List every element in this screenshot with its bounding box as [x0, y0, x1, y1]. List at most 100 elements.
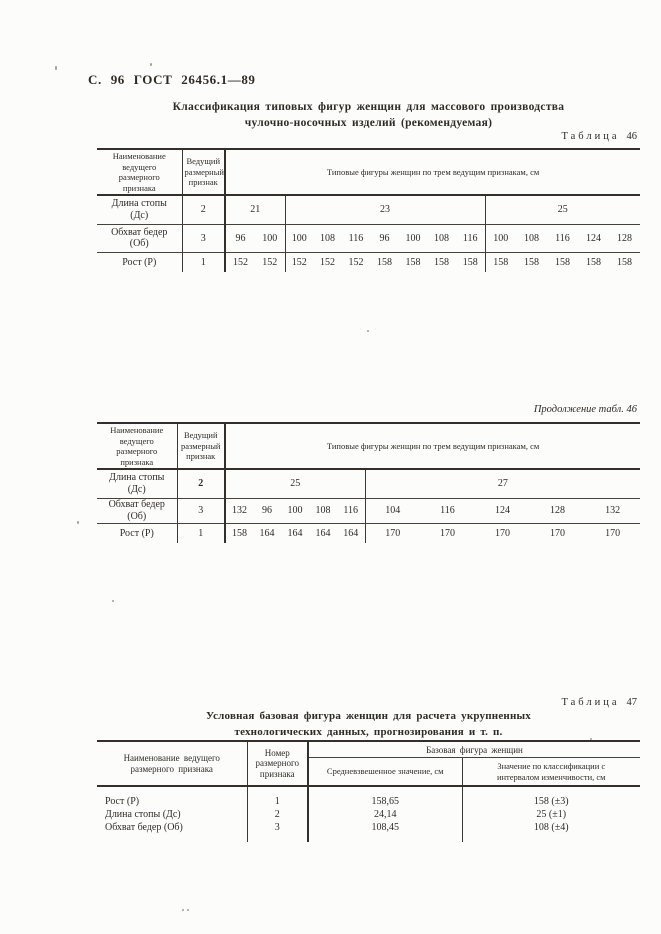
feature-number-cell: 1 [181, 252, 225, 272]
scan-speck [187, 909, 189, 911]
value-cell: 158 [586, 256, 601, 268]
column-header-classification-value: Значение по классификации с интервалом и… [461, 757, 640, 787]
value-cell: 158 [462, 256, 478, 268]
value-cell: 164 [343, 527, 359, 539]
column-header-feature: Ведущий размерный признак [176, 423, 225, 470]
value-cell: 96 [253, 498, 281, 524]
value-cell: 96 [370, 224, 399, 253]
row-label-foot-length: Длина стопы (Дс) [97, 195, 182, 225]
value-cell: 158 [524, 256, 539, 268]
value-cell: 108 (±4) [461, 821, 640, 842]
scan-speck [150, 63, 152, 66]
table-47-title-line-1: Условная базовая фигура женщин для расче… [206, 710, 531, 722]
value-cell: 108,45 [307, 821, 462, 842]
table-47: Наименование ведущего размерного признак… [97, 740, 640, 842]
table-47-title-line-2: технологических данных, прогнозирования … [234, 725, 503, 738]
feature-number-cell: 3 [181, 224, 225, 253]
value-cell: 100 [284, 224, 313, 253]
row-label-height: Рост (Р) [119, 527, 154, 539]
value-cell: 170 [495, 527, 510, 539]
value-cell: 108 [516, 224, 547, 253]
value-cell: 24,14 [307, 808, 462, 821]
row-label-hip-girth: Обхват бедер (Об) [97, 224, 182, 253]
table-46: Наименование ведущего размерного признак… [97, 148, 641, 272]
column-header-typical-figures: Типовые фигуры женщин по трем ведущим пр… [223, 423, 641, 470]
value-cell: 116 [337, 498, 365, 524]
feature-number-cell: 3 [176, 498, 225, 524]
value-cell: 96 [224, 224, 255, 253]
value-cell: 158 [405, 256, 421, 268]
scan-speck [182, 909, 184, 911]
value-cell: 158 [224, 523, 253, 543]
row-label-foot-length: Длина стопы (Дс) [105, 809, 181, 820]
table-46-label-word: Таблица [561, 131, 620, 142]
table-46-continuation: Наименование ведущего размерного признак… [97, 422, 641, 543]
value-cell: 170 [364, 523, 420, 543]
scan-speck [55, 66, 57, 70]
group-header-27: 27 [364, 469, 641, 499]
column-header-name: Наименование ведущего размерного признак… [97, 741, 247, 787]
table-47-label: Таблица 47 [337, 697, 637, 708]
row-label-hip-girth: Обхват бедер (Об) [97, 498, 177, 524]
value-cell: 158,65 [307, 786, 462, 808]
value-cell: 116 [547, 224, 578, 253]
value-cell: 152 [262, 256, 278, 268]
column-header-name: Наименование ведущего размерного признак… [97, 423, 177, 470]
table-47-label-number: 47 [626, 697, 638, 708]
column-header-base-figure: Базовая фигура женщин [307, 741, 640, 758]
group-header-25: 25 [224, 469, 365, 499]
group-header-25: 25 [484, 195, 641, 225]
value-cell: 170 [605, 527, 621, 539]
value-cell: 170 [550, 527, 565, 539]
scan-speck [112, 600, 114, 602]
value-cell: 132 [224, 498, 253, 524]
value-cell: 124 [578, 224, 609, 253]
document-title-line-1: Классификация типовых фигур женщин для м… [172, 101, 565, 113]
feature-number-cell: 2 [246, 808, 308, 821]
value-cell: 152 [348, 256, 364, 268]
value-cell: 108 [313, 224, 342, 253]
value-cell: 164 [259, 527, 275, 539]
group-header-23: 23 [284, 195, 485, 225]
table-46-label-number: 46 [626, 131, 638, 142]
value-cell: 170 [440, 527, 455, 539]
value-cell: 164 [287, 527, 303, 539]
value-cell: 104 [364, 498, 420, 524]
feature-number-cell: 3 [246, 821, 308, 842]
value-cell: 132 [585, 498, 641, 524]
value-cell: 116 [420, 498, 475, 524]
value-cell: 128 [530, 498, 585, 524]
table-47-title: Условная базовая фигура женщин для расче… [97, 709, 640, 740]
value-cell: 158 [484, 252, 516, 272]
feature-number-cell: 2 [176, 469, 225, 499]
row-label-height: Рост (Р) [105, 796, 140, 807]
value-cell: 152 [224, 252, 255, 272]
value-cell: 25 (±1) [461, 808, 640, 821]
value-cell: 100 [484, 224, 516, 253]
feature-number-cell: 1 [176, 523, 225, 543]
table-47-label-word: Таблица [561, 697, 620, 708]
page-header: С. 96 ГОСТ 26456.1—89 [88, 72, 256, 87]
scan-speck [367, 330, 369, 332]
column-header-feature: Ведущий размерный признак [181, 149, 225, 196]
value-cell: 158 (±3) [461, 786, 640, 808]
value-cell: 100 [399, 224, 427, 253]
group-header-21: 21 [224, 195, 285, 225]
value-cell: 158 [555, 256, 570, 268]
table-46-label: Таблица 46 [337, 131, 637, 142]
value-cell: 100 [281, 498, 309, 524]
value-cell: 158 [377, 256, 392, 268]
feature-number-cell: 1 [246, 786, 308, 808]
table-46-continuation-label: Продолжение табл. 46 [533, 404, 637, 415]
column-header-feature-number: Номер размерного признака [246, 741, 308, 787]
value-cell: 124 [475, 498, 530, 524]
value-cell: 152 [320, 256, 335, 268]
value-cell: 108 [427, 224, 456, 253]
value-cell: 164 [315, 527, 331, 539]
value-cell: 116 [456, 224, 485, 253]
scan-speck [590, 738, 592, 740]
column-header-weighted-mean: Средневзвешенное значение, см [307, 757, 462, 787]
value-cell: 100 [255, 224, 285, 253]
scan-speck [77, 521, 79, 524]
